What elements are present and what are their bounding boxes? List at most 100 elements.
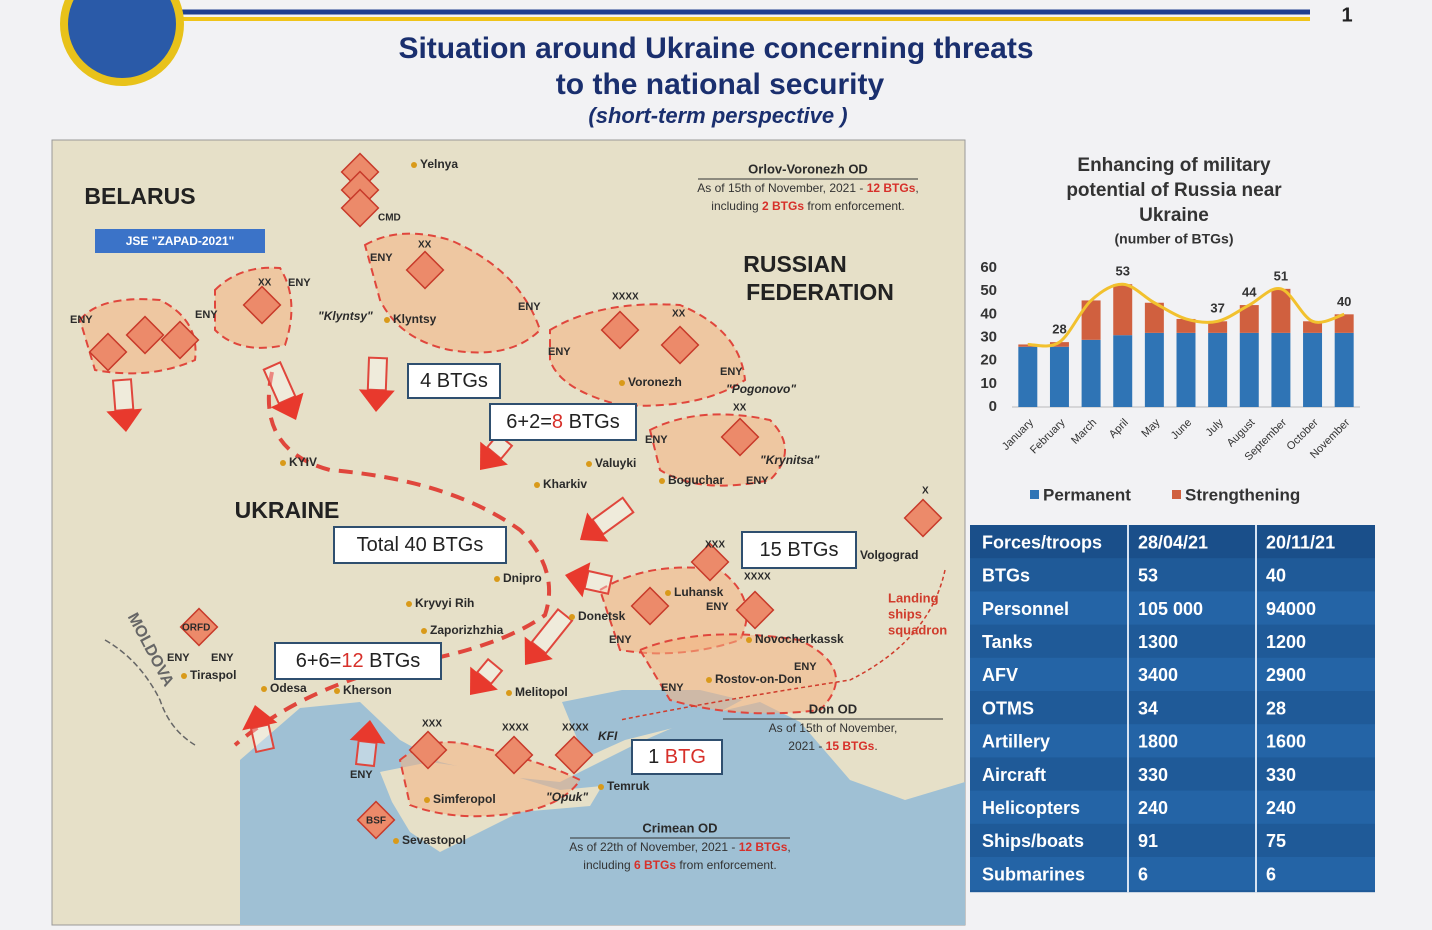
arrow-head [480,441,508,470]
bar-segment [1113,335,1133,407]
city-label: Novocherkassk [755,632,844,646]
btg-box [333,526,507,564]
deployment-area [363,232,542,354]
arrow-head [358,389,395,412]
city-dot [619,380,625,386]
unit-symbol [242,285,282,325]
enemy-label: ENY [70,314,93,326]
y-tick-label: 0 [989,398,997,415]
city-dot [411,162,417,168]
unit-symbol [405,250,445,290]
table-row [970,790,1375,824]
arrow-head [106,408,143,432]
trend-line [1027,282,1345,348]
btg-label-part: Total 40 BTGs [357,534,484,556]
unit-symbol [660,325,700,365]
sea [562,690,742,758]
unit-label: XXXX [744,572,771,583]
unit-symbol [735,590,775,630]
table-cell: AFV [982,665,1018,685]
arrow-head [242,705,278,731]
site-label: "Pogonovo" [726,382,796,396]
unit-label: X [922,486,929,497]
btg-label-part: 6+2= [506,411,552,433]
enemy-label: ENY [609,634,632,646]
unit-label: XX [418,240,432,251]
site-label: "Klyntsy" [318,309,373,323]
note-part: from enforcement. [676,858,777,872]
note-title: Orlov-Voronezh OD [748,161,868,176]
note-line: including 2 BTGs from enforcement. [711,199,904,213]
btg-label-part: BTGs [364,650,421,672]
unit-label: XXXX [502,723,529,734]
btg-label: Total 40 BTGs [357,534,484,556]
deployment-area [638,633,837,715]
site-label: "Opuk" [546,790,588,804]
bar-segment [1049,346,1069,407]
enemy-label: ENY [350,769,373,781]
unit-label: XX [733,403,747,414]
enemy-label: ENY [167,652,190,664]
page-number: 1 [1341,4,1352,26]
city-label: Kryvyi Rih [415,596,474,610]
legend-label: Strengthening [1185,485,1300,504]
data-label: 44 [1242,285,1257,300]
btg-label: 1 BTG [648,746,706,768]
title: Situation around Ukraine concerning thre… [398,32,1033,65]
note-part: , [915,181,918,195]
table-cell: Personnel [982,599,1069,619]
table-cell: 6 [1266,864,1276,884]
table-cell: Ships/boats [982,831,1084,851]
exercise-label: JSE "ZAPAD-2021" [126,234,235,248]
unit-symbol [903,498,943,538]
bar-segment [1081,339,1101,407]
enemy-label: ENY [720,366,743,378]
note-part: including [583,858,634,872]
bar-segment [1176,318,1196,333]
btg-label-part: 6+6= [296,650,342,672]
bar-segment [1208,321,1228,333]
bar-segment [1239,305,1259,333]
data-label: 28 [1052,322,1066,337]
bar-segment [1144,332,1164,407]
chart-title: Enhancing of military [1077,155,1271,176]
city-label: Klyntsy [393,312,437,326]
table-cell: 6 [1138,864,1148,884]
table-cell: Helicopters [982,798,1080,818]
bar-segment [1303,321,1323,333]
y-tick-label: 10 [980,375,997,392]
table-cell: 2900 [1266,665,1306,685]
city-dot [586,461,592,467]
city-dot [261,686,267,692]
note-line: As of 15th of November, 2021 - 12 BTGs, [697,181,918,195]
unit-label: ORFD [182,623,210,634]
note-line: including 6 BTGs from enforcement. [583,858,776,872]
city-dot [393,838,399,844]
table-header: 20/11/21 [1266,532,1335,552]
deployment-area [398,741,582,818]
unit-symbol [554,735,594,775]
bar-segment [1334,332,1354,407]
y-tick-label: 60 [980,259,997,276]
chart-title: Ukraine [1139,205,1209,226]
unit-symbol [160,320,200,360]
city-dot [534,482,540,488]
bar-segment [1303,332,1323,407]
bar-segment [1239,332,1259,407]
note-part: 2021 - [788,739,825,753]
table-cell: 1200 [1266,632,1306,652]
arrow-body [111,378,135,412]
country-label: FEDERATION [746,279,894,305]
arrow-body [366,356,389,392]
table-cell: 1600 [1266,732,1306,752]
city-dot [384,317,390,323]
unit-symbol [690,542,730,582]
country-label: RUSSIAN [743,251,847,277]
city-label: Volgograd [860,548,918,562]
note-part: 12 BTGs [739,840,788,854]
table-cell: 28 [1266,698,1286,718]
border [104,639,196,746]
unit-symbol [408,730,448,770]
country-label: BELARUS [84,183,195,209]
btg-label-part: 4 BTGs [420,370,488,392]
